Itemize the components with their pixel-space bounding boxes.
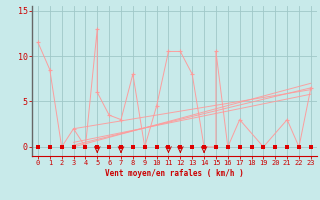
Point: [308, 145, 313, 149]
Point: [118, 145, 124, 149]
Point: [107, 145, 112, 149]
Point: [142, 145, 147, 149]
Point: [154, 145, 159, 149]
Point: [59, 145, 64, 149]
Point: [202, 145, 207, 149]
Point: [71, 145, 76, 149]
Point: [178, 145, 183, 149]
Point: [284, 145, 290, 149]
Point: [225, 145, 230, 149]
Point: [83, 145, 88, 149]
Point: [237, 145, 242, 149]
Point: [249, 145, 254, 149]
Point: [36, 145, 41, 149]
Point: [190, 145, 195, 149]
Point: [296, 145, 301, 149]
Point: [273, 145, 278, 149]
Point: [166, 145, 171, 149]
Point: [95, 145, 100, 149]
Point: [213, 145, 219, 149]
Point: [130, 145, 135, 149]
Point: [47, 145, 52, 149]
X-axis label: Vent moyen/en rafales ( km/h ): Vent moyen/en rafales ( km/h ): [105, 169, 244, 178]
Point: [261, 145, 266, 149]
